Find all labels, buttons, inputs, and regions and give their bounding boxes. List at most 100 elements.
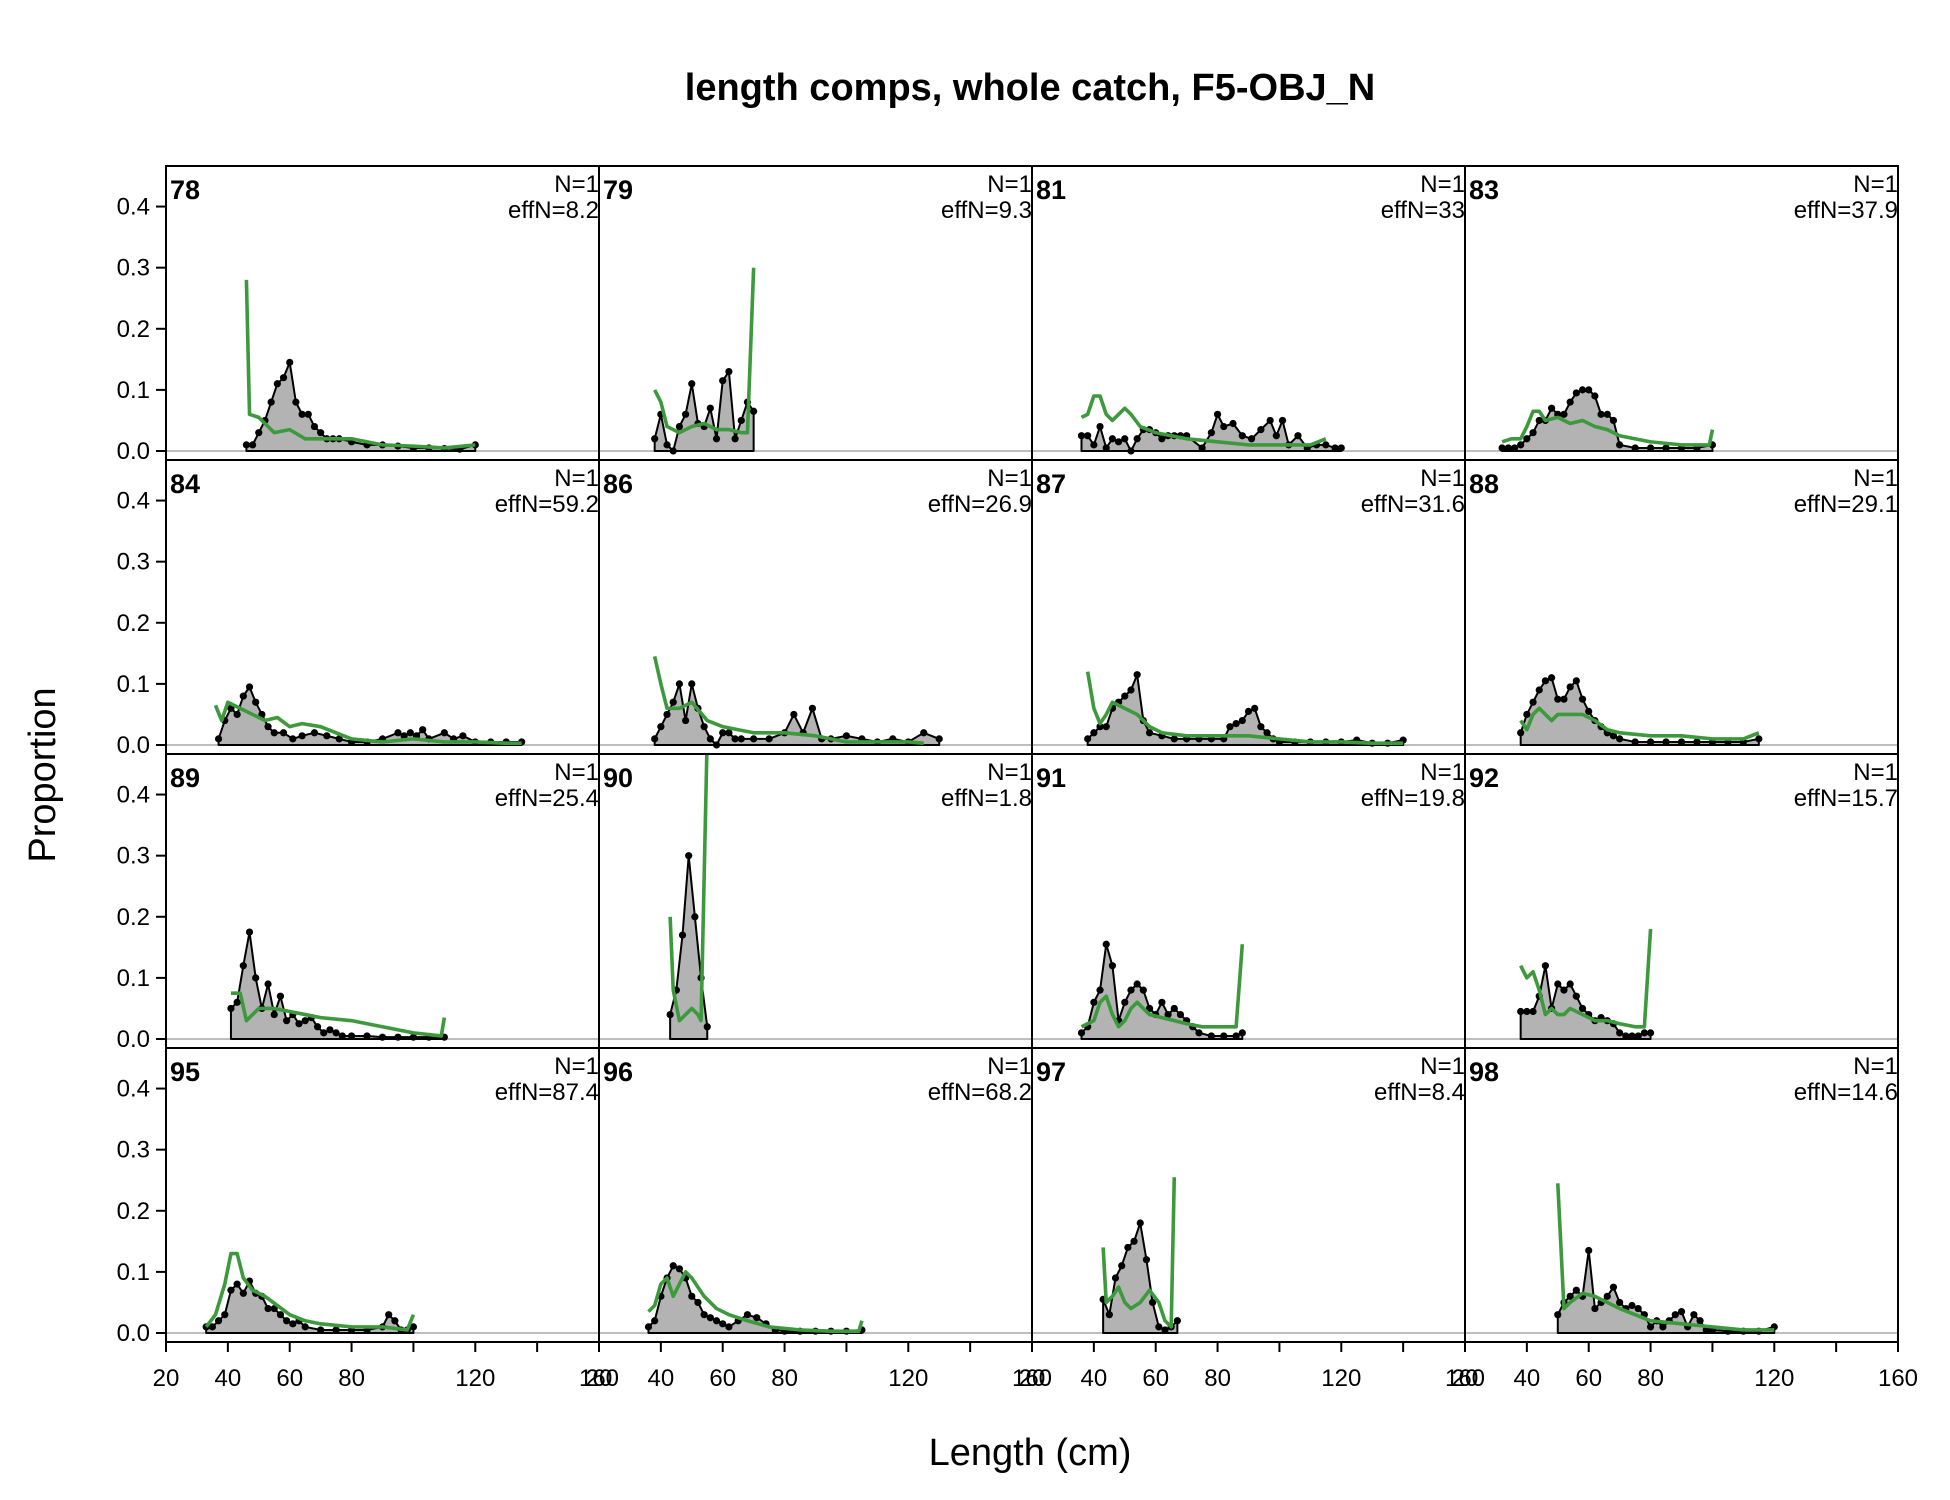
- observed-point: [317, 1326, 325, 1334]
- panel-n-label: N=1: [1853, 1053, 1898, 1080]
- observed-point: [1640, 1029, 1648, 1037]
- observed-point: [1690, 1311, 1698, 1319]
- observed-point: [301, 1323, 309, 1331]
- observed-point: [750, 407, 758, 415]
- panel-effn-label: effN=87.4: [495, 1079, 599, 1106]
- panel-plot: [1465, 1183, 1898, 1335]
- observed-point: [249, 441, 257, 449]
- observed-point: [1631, 444, 1639, 452]
- panel-plot: [166, 928, 599, 1041]
- x-tick-label: 120: [1754, 1365, 1794, 1392]
- observed-point: [1266, 416, 1274, 425]
- x-tick-label: 160: [1445, 1365, 1485, 1392]
- panel-year-label: 88: [1469, 469, 1499, 499]
- observed-point: [685, 852, 693, 860]
- observed-point: [313, 1023, 322, 1031]
- observed-point: [1077, 432, 1086, 440]
- observed-point: [276, 1311, 285, 1319]
- x-tick-label: 160: [579, 1365, 619, 1392]
- panel-effn-label: effN=1.8: [941, 785, 1032, 812]
- panel-year-label: 86: [603, 469, 633, 499]
- x-tick-label: 20: [1452, 1365, 1479, 1392]
- observed-point: [657, 723, 665, 731]
- observed-point: [295, 1020, 303, 1028]
- observed-point: [678, 931, 687, 939]
- observed-point: [651, 735, 659, 743]
- panel-year-label: 84: [170, 469, 200, 499]
- observed-point: [1251, 704, 1259, 712]
- observed-point: [363, 1032, 371, 1040]
- observed-point: [459, 732, 467, 740]
- observed-point: [1529, 429, 1537, 437]
- observed-point: [1609, 1283, 1618, 1291]
- observed-point: [719, 729, 727, 737]
- observed-point: [252, 698, 260, 706]
- observed-point: [267, 398, 275, 406]
- observed-point: [1548, 674, 1556, 682]
- observed-point: [1566, 398, 1574, 406]
- panel-effn-label: effN=8.2: [508, 197, 599, 224]
- observed-point: [1232, 1032, 1240, 1040]
- observed-point: [765, 735, 773, 743]
- observed-area: [229, 931, 446, 1040]
- observed-point: [255, 429, 263, 437]
- observed-point: [1220, 1032, 1228, 1040]
- panel-year-label: 96: [603, 1057, 633, 1087]
- expected-line: [204, 1251, 416, 1332]
- observed-point: [1278, 416, 1287, 425]
- panel-year-label: 98: [1469, 1057, 1499, 1087]
- y-tick-label: 0.3: [117, 549, 150, 576]
- observed-point: [1572, 992, 1580, 1000]
- observed-point: [1170, 1004, 1178, 1013]
- panel-effn-label: effN=29.1: [1794, 491, 1898, 518]
- observed-point: [279, 374, 288, 382]
- panel-plot: [599, 655, 1032, 749]
- chart-title: length comps, whole catch, F5-OBJ_N: [685, 67, 1375, 109]
- y-tick-label: 0.0: [117, 438, 150, 465]
- observed-point: [406, 729, 414, 737]
- y-tick-label: 0.0: [117, 1320, 150, 1347]
- observed-point: [1566, 980, 1574, 988]
- axes: 0.0 0.1 0.2 0.3 0.4 0.0 0.1 0.2 0.3 0.4 0.0 0.1 0.2 0…: [117, 194, 1918, 1392]
- observed-point: [273, 380, 281, 388]
- expected-line: [652, 655, 924, 745]
- observed-point: [1616, 1298, 1624, 1307]
- observed-point: [1213, 410, 1222, 418]
- panel-plot: [1032, 394, 1465, 455]
- observed-point: [1084, 735, 1092, 743]
- observed-point: [419, 726, 427, 734]
- panel-plot: [166, 1251, 599, 1334]
- panel-year-label: 81: [1036, 175, 1066, 205]
- observed-point: [706, 1314, 714, 1322]
- panel-year-label: 95: [170, 1057, 200, 1087]
- panel-plot: [1465, 928, 1898, 1040]
- observed-point: [1238, 432, 1246, 440]
- observed-point: [1696, 1317, 1704, 1325]
- observed-point: [289, 735, 297, 743]
- observed-point: [1693, 738, 1701, 746]
- observed-point: [276, 992, 285, 1000]
- x-tick-label: 160: [1012, 1365, 1052, 1392]
- observed-point: [1541, 677, 1550, 685]
- x-tick-label: 60: [276, 1365, 303, 1392]
- observed-point: [1102, 444, 1110, 452]
- observed-point: [279, 729, 288, 737]
- expected-line: [1519, 928, 1653, 1029]
- observed-point: [1247, 435, 1256, 443]
- panel-year-label: 83: [1469, 175, 1499, 205]
- observed-point: [1121, 692, 1129, 700]
- y-tick-label: 0.4: [117, 488, 150, 515]
- observed-point: [1244, 707, 1253, 715]
- observed-point: [737, 735, 745, 743]
- observed-point: [920, 729, 928, 737]
- observed-point: [1603, 410, 1611, 418]
